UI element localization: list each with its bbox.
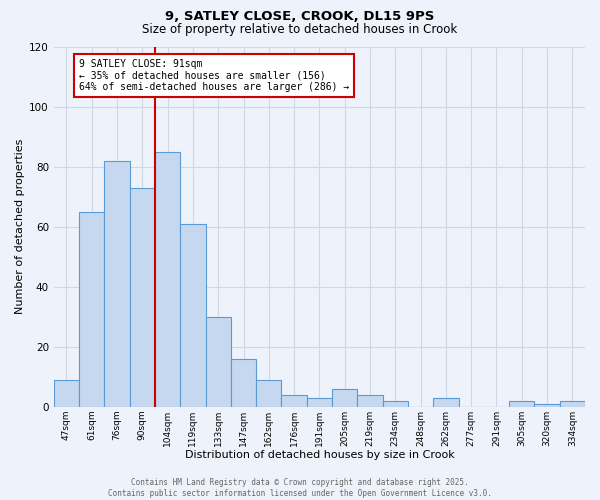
Bar xyxy=(332,388,358,406)
Bar xyxy=(307,398,332,406)
Bar xyxy=(54,380,79,406)
Y-axis label: Number of detached properties: Number of detached properties xyxy=(15,139,25,314)
Bar xyxy=(231,358,256,406)
Bar xyxy=(180,224,206,406)
Bar xyxy=(206,316,231,406)
Bar xyxy=(155,152,180,406)
Bar xyxy=(104,160,130,406)
X-axis label: Distribution of detached houses by size in Crook: Distribution of detached houses by size … xyxy=(185,450,454,460)
Text: 9 SATLEY CLOSE: 91sqm
← 35% of detached houses are smaller (156)
64% of semi-det: 9 SATLEY CLOSE: 91sqm ← 35% of detached … xyxy=(79,58,349,92)
Bar xyxy=(560,400,585,406)
Bar xyxy=(535,404,560,406)
Bar xyxy=(256,380,281,406)
Bar xyxy=(79,212,104,406)
Bar xyxy=(130,188,155,406)
Bar xyxy=(433,398,458,406)
Bar xyxy=(358,394,383,406)
Text: Contains HM Land Registry data © Crown copyright and database right 2025.
Contai: Contains HM Land Registry data © Crown c… xyxy=(108,478,492,498)
Bar xyxy=(383,400,408,406)
Bar xyxy=(509,400,535,406)
Text: 9, SATLEY CLOSE, CROOK, DL15 9PS: 9, SATLEY CLOSE, CROOK, DL15 9PS xyxy=(166,10,434,23)
Bar xyxy=(281,394,307,406)
Text: Size of property relative to detached houses in Crook: Size of property relative to detached ho… xyxy=(142,22,458,36)
